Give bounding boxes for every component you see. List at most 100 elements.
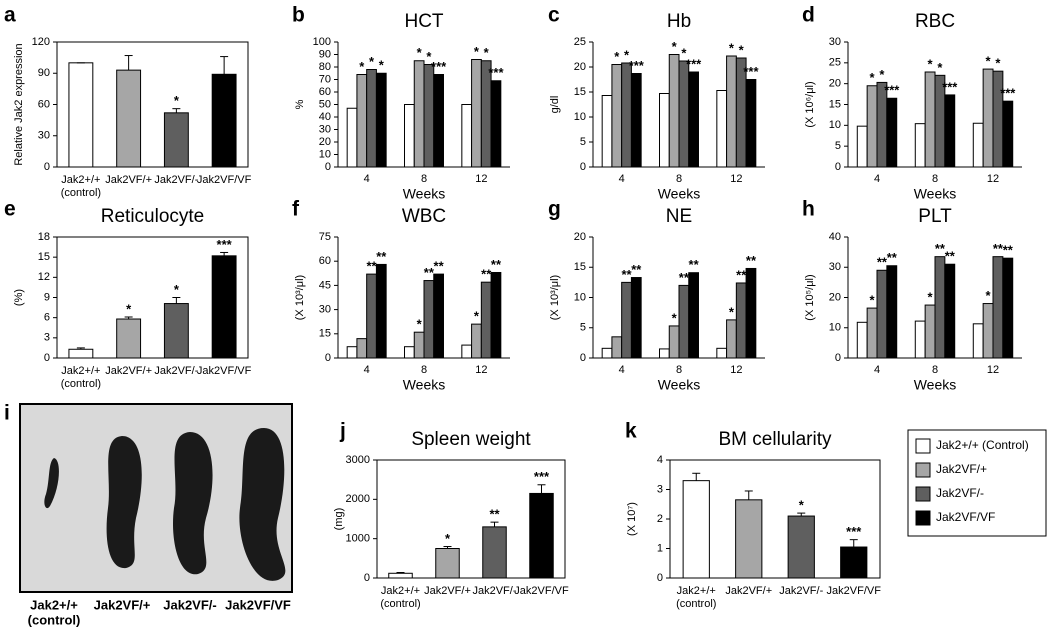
x-tick-label: 8 (676, 173, 682, 185)
y-tick-label: 0 (44, 161, 50, 173)
y-tick-label: 0 (657, 572, 663, 584)
bar (388, 572, 413, 579)
bar (601, 347, 613, 359)
x-tick-label: 4 (619, 364, 625, 376)
chart-title: NE (666, 206, 692, 227)
y-tick-label: 5 (835, 140, 841, 152)
bar (404, 104, 415, 168)
x-tick-label: 8 (932, 364, 938, 376)
spleen-photo (173, 432, 213, 575)
y-tick-label: 70 (319, 73, 331, 85)
y-tick-label: 15 (574, 86, 586, 98)
plot-frame (56, 41, 249, 168)
legend-swatch (915, 438, 931, 454)
significance: ** (621, 267, 632, 282)
bar (375, 263, 387, 359)
bar (435, 548, 460, 579)
x-tick-label: Jak2VF/- (154, 365, 198, 377)
significance: * (624, 47, 630, 62)
y-tick-label: 18 (38, 231, 50, 243)
y-axis-label: (X 10³/μl) (294, 275, 306, 320)
x-tick-label: Jak2VF/+ (424, 585, 471, 597)
chart-title: HCT (404, 11, 443, 32)
x-tick-label: 12 (730, 364, 742, 376)
bar (346, 107, 358, 168)
photo-note: (control) (28, 612, 81, 627)
chart-title: PLT (918, 206, 952, 227)
x-tick-label: Jak2VF/+ (725, 585, 772, 597)
plot-frame (669, 459, 881, 579)
x-axis-label: Weeks (403, 186, 446, 202)
bar (375, 72, 387, 168)
bar (433, 273, 444, 359)
significance: *** (1000, 86, 1016, 101)
y-tick-label: 15 (829, 98, 841, 110)
significance: * (681, 45, 687, 60)
y-tick-label: 12 (38, 271, 50, 283)
significance: *** (629, 58, 645, 73)
y-tick-label: 0 (364, 572, 370, 584)
y-tick-label: 0 (835, 161, 841, 173)
plot-frame (376, 459, 566, 579)
panel-letter: g (548, 198, 561, 221)
y-tick-label: 6 (44, 312, 50, 324)
significance: *** (846, 524, 862, 539)
bar (482, 526, 507, 579)
y-tick-label: 4 (657, 454, 663, 466)
y-axis-label: g/dl (549, 96, 561, 114)
y-tick-label: 20 (574, 231, 586, 243)
bar (621, 62, 632, 168)
y-tick-label: 15 (574, 261, 586, 273)
y-tick-label: 45 (319, 279, 331, 291)
bar (982, 303, 994, 359)
y-tick-label: 5 (580, 136, 586, 148)
significance: *** (217, 237, 233, 252)
y-tick-label: 0 (325, 161, 331, 173)
x-tick-label: 4 (874, 173, 880, 185)
x-tick-label: 12 (987, 364, 999, 376)
significance: * (369, 54, 375, 69)
x-tick-note: (control) (380, 598, 420, 610)
significance: * (174, 282, 180, 297)
bar (461, 344, 473, 359)
bar (163, 112, 189, 168)
y-tick-label: 1 (657, 542, 663, 554)
significance: ** (481, 267, 492, 282)
panel-letter: j (339, 420, 346, 443)
significance: ** (689, 257, 700, 272)
x-tick-note: (control) (676, 598, 716, 610)
y-tick-label: 0 (325, 352, 331, 364)
significance: ** (491, 257, 502, 272)
bar (886, 265, 898, 359)
x-tick-label: Jak2VF/- (154, 174, 198, 186)
significance: ** (993, 241, 1004, 256)
bar (404, 346, 415, 359)
x-tick-label: 4 (619, 173, 625, 185)
y-axis-label: (%) (13, 289, 25, 306)
bar (630, 277, 642, 359)
bar (1002, 257, 1014, 359)
bar (972, 323, 984, 359)
significance: * (484, 45, 490, 60)
y-tick-label: 90 (38, 67, 50, 79)
bar (490, 80, 502, 168)
y-tick-label: 20 (574, 61, 586, 73)
y-axis-label: (X 10⁷) (626, 502, 638, 536)
x-tick-label: Jak2VF/VF (514, 585, 569, 597)
legend-frame (907, 429, 1047, 537)
bar (735, 282, 747, 359)
bar (944, 263, 956, 359)
y-tick-label: 0 (580, 161, 586, 173)
y-tick-label: 10 (829, 119, 841, 131)
x-tick-label: 4 (364, 364, 370, 376)
significance: *** (942, 79, 958, 94)
legend-swatch (915, 510, 931, 526)
bar (735, 499, 763, 579)
x-tick-label: 12 (730, 173, 742, 185)
bar (480, 281, 492, 359)
legend-label: Jak2VF/VF (936, 510, 995, 524)
chart-title: Reticulocyte (101, 206, 205, 227)
bar (914, 123, 926, 168)
significance: * (672, 39, 678, 54)
bar (982, 68, 994, 168)
